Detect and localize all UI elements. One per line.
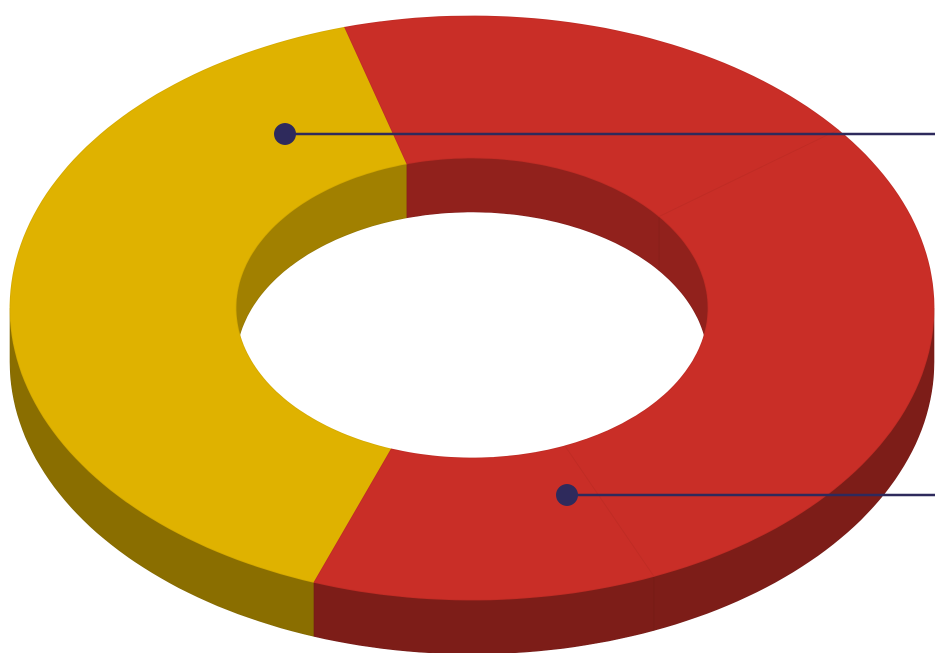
walls (9, 157, 935, 653)
slice (344, 15, 839, 217)
leaders (274, 123, 935, 506)
leader-dot (556, 484, 578, 506)
faces (9, 15, 935, 601)
leader-dot (274, 123, 296, 145)
